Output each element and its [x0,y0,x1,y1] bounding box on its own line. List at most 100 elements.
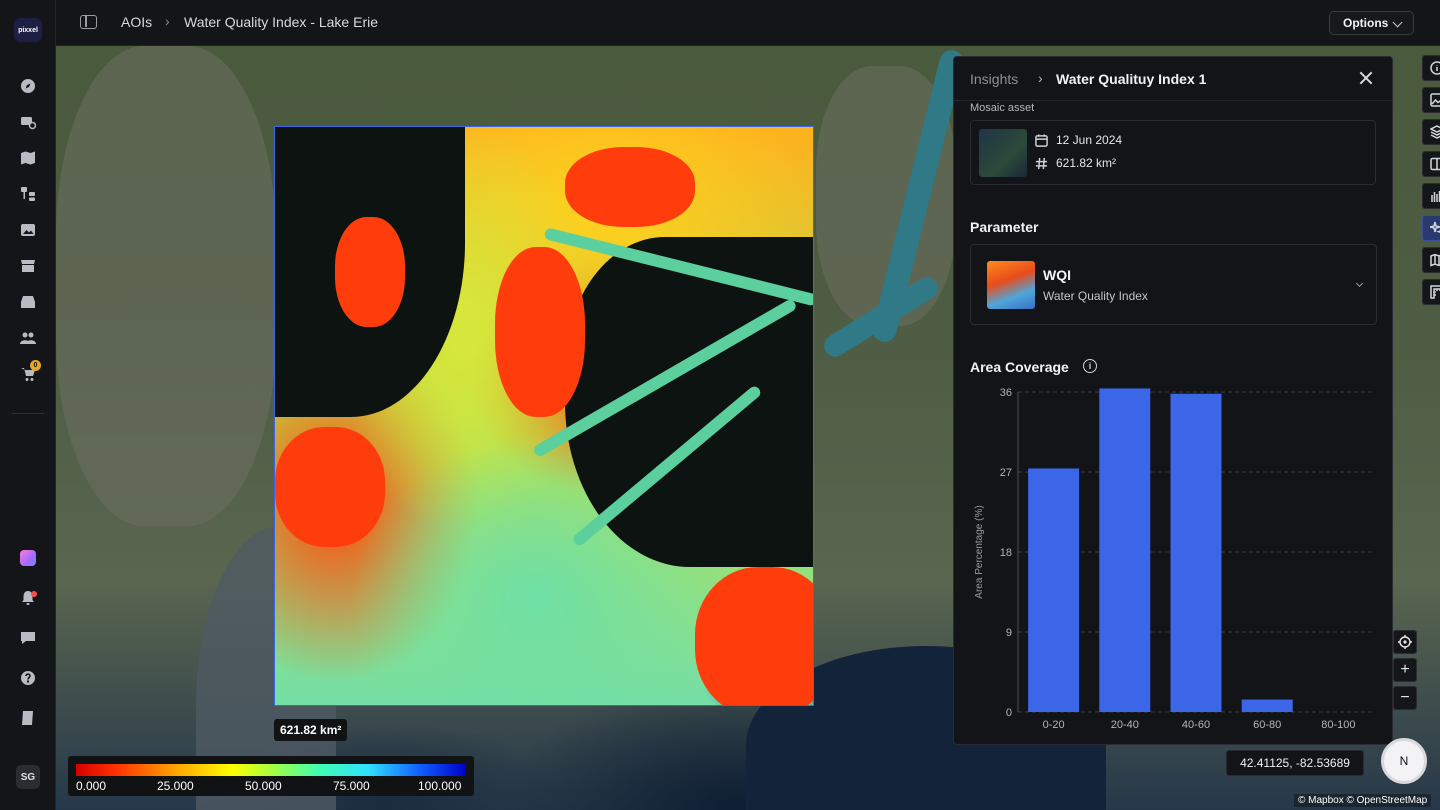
legend-tick: 25.000 [157,779,194,793]
info-icon[interactable]: i [1083,359,1097,373]
y-tick-label: 27 [1000,467,1012,479]
map-attribution[interactable]: © Mapbox © OpenStreetMap [1294,794,1432,807]
chevron-down-icon [1355,279,1364,288]
bar-0-20[interactable] [1028,468,1080,712]
nav-divider [12,413,44,414]
layers-icon [1430,125,1440,139]
x-tick-label: 60-80 [1253,719,1281,731]
parameter-thumbnail [987,261,1035,309]
insights-panel: Insights › Water Qualituy Index 1 Mosaic… [953,56,1393,745]
info-tool-button[interactable] [1422,55,1440,81]
x-tick-label: 20-40 [1111,719,1139,731]
top-bar: AOIs › Water Quality Index - Lake Erie O… [56,0,1440,46]
x-tick-labels: 0-20 20-40 40-60 60-80 80-100 [1043,719,1356,731]
x-tick-label: 40-60 [1182,719,1210,731]
y-tick-label: 0 [1006,707,1012,719]
insights-breadcrumb[interactable]: Insights [970,71,1019,87]
map-icon [1430,253,1440,267]
analytics-tool-button[interactable] [1422,183,1440,209]
tasking-icon[interactable] [18,112,38,132]
low-wqi-zone [565,147,695,227]
pixxel-logo[interactable]: pixxel [14,18,42,42]
options-label: Options [1343,16,1389,30]
imagery-icon[interactable] [18,220,38,240]
legend-tick: 100.000 [418,779,462,793]
low-wqi-zone [275,427,385,547]
chart-bars [1028,388,1293,712]
legend-color-ramp [76,764,466,776]
parameter-select[interactable]: WQI Water Quality Index [970,244,1377,325]
mosaic-asset-label: Mosaic asset [970,102,1035,114]
cart-count-badge: 0 [30,360,41,371]
split-view-icon [1430,157,1440,171]
hash-icon [1035,157,1048,169]
y-tick-label: 36 [1000,387,1012,399]
area-coverage-chart: Area Percentage (%) 0 9 18 27 36 0-20 20-40 40… [954,382,1392,742]
legend-tick: 0.000 [76,779,107,793]
area-coverage-heading: Area Coverage [970,359,1069,375]
notification-dot [31,591,37,597]
logo-text: pixxel [18,26,38,34]
team-icon[interactable] [18,328,38,348]
mosaic-area-row: 621.82 km² [1035,156,1116,170]
legend-tick: 50.000 [245,779,282,793]
urban-area [56,46,276,526]
layers-tool-button[interactable] [1422,119,1440,145]
sidebar-toggle-icon[interactable] [80,15,97,29]
close-icon[interactable] [1358,70,1374,86]
options-button[interactable]: Options [1329,11,1414,35]
low-wqi-zone [335,217,405,327]
compass-icon[interactable] [18,76,38,96]
bar-chart-svg: Area Percentage (%) 0 9 18 27 36 0-20 20-40 40… [974,387,1374,731]
breadcrumb-current: Water Quality Index - Lake Erie [184,14,379,30]
user-avatar[interactable]: SG [16,765,40,789]
image-tool-button[interactable] [1422,87,1440,113]
measure-tool-button[interactable] [1422,279,1440,305]
mosaic-date: 12 Jun 2024 [1056,133,1123,147]
parameter-heading: Parameter [970,219,1039,235]
info-glyph: i [1088,361,1092,371]
storage-icon[interactable] [18,292,38,312]
parameter-name: WQI [1043,267,1071,283]
compass-north-label: N [1399,754,1409,768]
sparkles-icon [1430,221,1440,234]
insights-tool-button[interactable] [1422,215,1440,241]
calendar-icon [1035,133,1048,147]
parameter-description: Water Quality Index [1043,289,1148,303]
basemap-tool-button[interactable] [1422,247,1440,273]
histogram-icon [1431,191,1440,202]
image-icon [1430,93,1440,107]
zoom-in-button[interactable]: + [1393,658,1417,682]
x-tick-label: 80-100 [1321,719,1355,731]
compare-tool-button[interactable] [1422,151,1440,177]
bar-20-40[interactable] [1099,388,1151,712]
wqi-raster-overlay[interactable] [274,126,814,706]
bar-60-80[interactable] [1241,699,1293,712]
map-canvas[interactable]: 621.82 km² 0.000 25.000 50.000 75.000 10… [56,46,1440,810]
mosaic-thumbnail [979,129,1027,177]
low-wqi-zone [495,247,585,417]
low-wqi-zone [695,567,813,705]
mosaic-asset-card[interactable]: 12 Jun 2024 621.82 km² [970,120,1376,185]
bar-40-60[interactable] [1170,393,1222,712]
breadcrumb-separator: › [165,13,170,29]
aoi-area-label: 621.82 km² [274,719,348,741]
store-icon[interactable] [18,256,38,276]
panel-title: Water Qualituy Index 1 [1056,71,1207,87]
y-tick-label: 9 [1006,627,1012,639]
zoom-out-button[interactable]: − [1393,686,1417,710]
legend-tick: 75.000 [333,779,370,793]
help-icon[interactable] [18,668,38,688]
docs-icon[interactable] [18,708,38,728]
breadcrumb-root[interactable]: AOIs [121,14,153,30]
feedback-icon[interactable] [18,628,38,648]
locate-button[interactable] [1393,630,1417,654]
apps-icon[interactable] [20,550,36,566]
chevron-down-icon [1392,17,1403,28]
y-axis-label: Area Percentage (%) [974,505,985,598]
wqi-legend: 0.000 25.000 50.000 75.000 100.000 [68,756,474,796]
compass-button[interactable]: N [1381,738,1427,784]
workflow-icon[interactable] [18,184,38,204]
map-icon[interactable] [18,148,38,168]
y-tick-label: 18 [1000,547,1012,559]
